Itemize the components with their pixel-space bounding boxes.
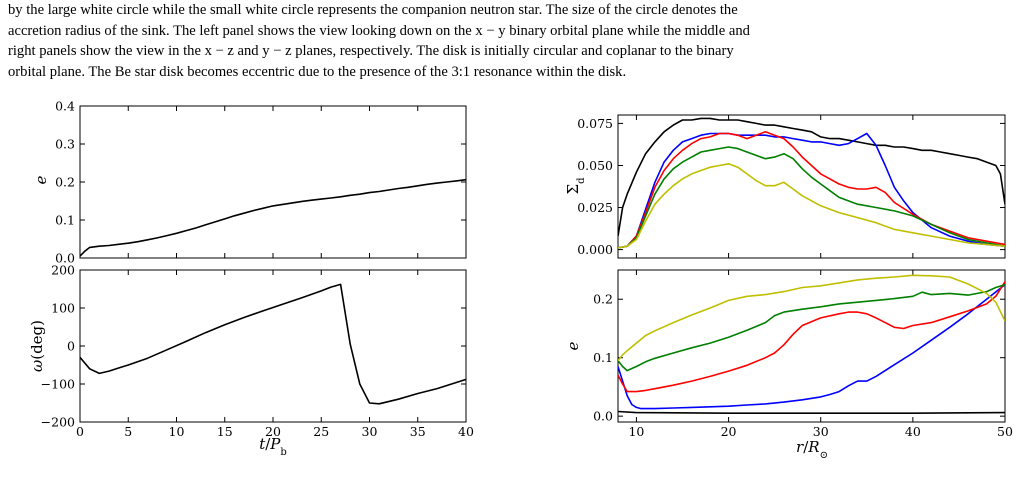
y-axis-label: Σd <box>564 177 587 195</box>
series-line <box>618 283 1005 372</box>
series-line <box>618 146 1005 249</box>
y-tick-label: 0.000 <box>577 242 613 257</box>
series-line <box>618 281 1005 393</box>
series-line <box>618 117 1005 237</box>
series-line <box>618 132 1005 249</box>
x-tick-label: 5 <box>124 424 132 439</box>
x-tick-label: 30 <box>362 424 378 439</box>
plot-frame <box>617 114 1006 259</box>
plot-frame <box>617 269 1006 423</box>
series-line <box>618 274 1005 362</box>
series-line <box>618 410 1005 415</box>
caption-line: by the large white circle while the smal… <box>8 2 738 18</box>
y-tick-label: 0.075 <box>577 116 613 131</box>
y-tick-label: −200 <box>41 415 75 430</box>
x-tick-label: 20 <box>721 424 737 439</box>
y-tick-label: 0.3 <box>55 137 75 152</box>
y-tick-label: 0.1 <box>593 350 613 365</box>
y-tick-label: 0.1 <box>55 213 75 228</box>
y-tick-label: 0.2 <box>593 292 613 307</box>
caption-line: right panels show the view in the x − z … <box>8 43 734 59</box>
x-tick-label: 25 <box>313 424 329 439</box>
x-tick-label: 35 <box>410 424 426 439</box>
y-tick-label: 100 <box>51 301 75 316</box>
figure-caption: by the large white circle while the smal… <box>8 0 1030 82</box>
x-axis-label: r/R⊙ <box>796 438 828 461</box>
series-line <box>80 178 466 257</box>
plot-frame <box>79 269 467 423</box>
y-tick-label: 0.0 <box>55 251 75 266</box>
plot-frame <box>79 105 467 259</box>
y-tick-label: −100 <box>41 377 75 392</box>
y-tick-label: 0.2 <box>55 175 75 190</box>
y-tick-label: 0.0 <box>593 409 613 424</box>
x-tick-label: 15 <box>217 424 233 439</box>
x-axis-label: t/Pb <box>259 435 287 458</box>
y-tick-label: 0.4 <box>55 99 75 114</box>
x-tick-label: 30 <box>813 424 829 439</box>
x-tick-label: 20 <box>265 424 281 439</box>
y-axis-label: e <box>564 341 582 350</box>
x-tick-label: 40 <box>458 424 474 439</box>
y-tick-label: 0 <box>67 339 75 354</box>
caption-line: orbital plane. The Be star disk becomes … <box>8 63 627 80</box>
series-line <box>618 163 1005 249</box>
caption-line: accretion radius of the sink. The left p… <box>8 22 750 39</box>
y-axis-label: ω(deg) <box>28 320 46 372</box>
y-tick-label: 200 <box>51 263 75 278</box>
y-axis-label: e <box>32 175 50 184</box>
series-line <box>618 283 1005 410</box>
x-tick-label: 40 <box>905 424 921 439</box>
y-tick-label: 0.050 <box>577 158 613 173</box>
x-tick-label: 10 <box>169 424 185 439</box>
series-line <box>618 131 1005 249</box>
x-tick-label: 0 <box>76 424 84 439</box>
series-line <box>80 283 466 405</box>
y-tick-label: 0.025 <box>577 200 613 215</box>
x-tick-label: 50 <box>997 424 1013 439</box>
x-tick-label: 10 <box>628 424 644 439</box>
